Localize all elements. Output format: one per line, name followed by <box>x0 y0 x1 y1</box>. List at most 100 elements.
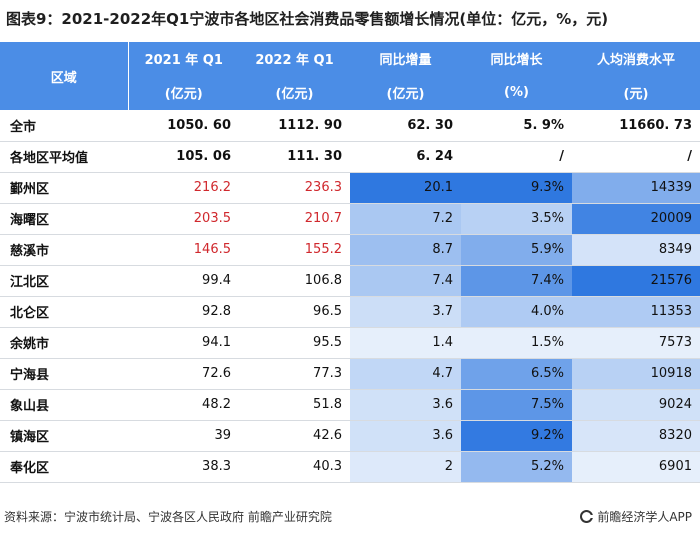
chart-title: 图表9：2021-2022年Q1宁波市各地区社会消费品零售额增长情况(单位：亿元… <box>6 10 609 28</box>
row-name: 宁海县 <box>0 358 128 390</box>
row-name: 象山县 <box>0 389 128 421</box>
table-row: 奉化区 38.3 40.3 2 5.2% 6901 <box>0 451 700 483</box>
cell-2022: 95.5 <box>239 327 350 359</box>
brand-mark: 前瞻经济学人APP <box>580 508 692 525</box>
cell-increment: 20.1 <box>350 172 461 204</box>
row-name: 江北区 <box>0 265 128 297</box>
cell-per-capita: 9024 <box>572 389 700 421</box>
cell-increment: 7.4 <box>350 265 461 297</box>
cell-per-capita: / <box>572 141 700 173</box>
header-2022-label: 2022 年 Q1 <box>239 42 350 75</box>
cell-2021: 39 <box>128 420 239 452</box>
cell-2021: 1050. 60 <box>128 110 239 142</box>
header-2021-unit: (亿元) <box>128 75 239 110</box>
table-body: 全市 1050. 60 1112. 90 62. 30 5. 9% 11660.… <box>0 110 700 483</box>
cell-increment: 3.6 <box>350 420 461 452</box>
cell-2021: 38.3 <box>128 451 239 483</box>
cell-2021: 48.2 <box>128 389 239 421</box>
table-row: 慈溪市 146.5 155.2 8.7 5.9% 8349 <box>0 234 700 266</box>
cell-2022: 106.8 <box>239 265 350 297</box>
cell-2022: 236.3 <box>239 172 350 204</box>
header-region: 区域 <box>0 42 129 110</box>
table-row: 宁海县 72.6 77.3 4.7 6.5% 10918 <box>0 358 700 390</box>
row-name: 全市 <box>0 110 128 142</box>
table-row: 鄞州区 216.2 236.3 20.1 9.3% 14339 <box>0 172 700 204</box>
cell-growth: 9.2% <box>461 420 572 452</box>
header-per-capita-label: 人均消费水平 <box>572 42 700 75</box>
row-name: 慈溪市 <box>0 234 128 266</box>
header-growth-label: 同比增长 <box>461 42 572 75</box>
cell-growth: 5.9% <box>461 234 572 266</box>
cell-2022: 40.3 <box>239 451 350 483</box>
row-name: 余姚市 <box>0 327 128 359</box>
cell-2021: 146.5 <box>128 234 239 266</box>
cell-2022: 155.2 <box>239 234 350 266</box>
row-name: 各地区平均值 <box>0 141 128 173</box>
header-per-capita-unit: (元) <box>572 75 700 110</box>
cell-per-capita: 8349 <box>572 234 700 266</box>
cell-growth: 5. 9% <box>461 110 572 142</box>
cell-increment: 3.6 <box>350 389 461 421</box>
cell-increment: 8.7 <box>350 234 461 266</box>
cell-2021: 72.6 <box>128 358 239 390</box>
cell-increment: 6. 24 <box>350 141 461 173</box>
cell-2022: 111. 30 <box>239 141 350 173</box>
summary-row-average: 各地区平均值 105. 06 111. 30 6. 24 / / <box>0 141 700 173</box>
table-row: 北仑区 92.8 96.5 3.7 4.0% 11353 <box>0 296 700 328</box>
cell-per-capita: 8320 <box>572 420 700 452</box>
cell-2021: 216.2 <box>128 172 239 204</box>
cell-per-capita: 10918 <box>572 358 700 390</box>
cell-increment: 7.2 <box>350 203 461 235</box>
row-name: 奉化区 <box>0 451 128 483</box>
cell-growth: 9.3% <box>461 172 572 204</box>
cell-per-capita: 14339 <box>572 172 700 204</box>
cell-growth: 5.2% <box>461 451 572 483</box>
cell-increment: 4.7 <box>350 358 461 390</box>
header-2022-unit: (亿元) <box>239 75 350 110</box>
brand-label: 前瞻经济学人APP <box>597 510 692 524</box>
cell-per-capita: 6901 <box>572 451 700 483</box>
table-row: 江北区 99.4 106.8 7.4 7.4% 21576 <box>0 265 700 297</box>
cell-growth: 1.5% <box>461 327 572 359</box>
cell-increment: 3.7 <box>350 296 461 328</box>
cell-2022: 42.6 <box>239 420 350 452</box>
cell-growth: 3.5% <box>461 203 572 235</box>
retail-sales-table: 区域 2021 年 Q1 2022 年 Q1 同比增量 同比增长 人均消费水平 … <box>0 42 700 483</box>
cell-2022: 210.7 <box>239 203 350 235</box>
cell-growth: / <box>461 141 572 173</box>
header-increment-label: 同比增量 <box>350 42 461 75</box>
cell-2021: 105. 06 <box>128 141 239 173</box>
table-row: 象山县 48.2 51.8 3.6 7.5% 9024 <box>0 389 700 421</box>
cell-per-capita: 21576 <box>572 265 700 297</box>
row-name: 海曙区 <box>0 203 128 235</box>
cell-increment: 2 <box>350 451 461 483</box>
cell-2022: 1112. 90 <box>239 110 350 142</box>
cell-increment: 62. 30 <box>350 110 461 142</box>
cell-per-capita: 20009 <box>572 203 700 235</box>
cell-2022: 51.8 <box>239 389 350 421</box>
header-2021-label: 2021 年 Q1 <box>128 42 239 75</box>
table-row: 镇海区 39 42.6 3.6 9.2% 8320 <box>0 420 700 452</box>
cell-per-capita: 11353 <box>572 296 700 328</box>
cell-2021: 94.1 <box>128 327 239 359</box>
cell-growth: 4.0% <box>461 296 572 328</box>
cell-growth: 6.5% <box>461 358 572 390</box>
cell-increment: 1.4 <box>350 327 461 359</box>
cell-2022: 77.3 <box>239 358 350 390</box>
header-increment-unit: (亿元) <box>350 75 461 110</box>
row-name: 镇海区 <box>0 420 128 452</box>
cell-growth: 7.5% <box>461 389 572 421</box>
cell-2021: 203.5 <box>128 203 239 235</box>
cell-growth: 7.4% <box>461 265 572 297</box>
source-note: 资料来源：宁波市统计局、宁波各区人民政府 前瞻产业研究院 <box>4 510 332 524</box>
table-row: 海曙区 203.5 210.7 7.2 3.5% 20009 <box>0 203 700 235</box>
header-growth-unit: (%) <box>461 75 572 110</box>
cell-2021: 99.4 <box>128 265 239 297</box>
cell-per-capita: 7573 <box>572 327 700 359</box>
cell-2021: 92.8 <box>128 296 239 328</box>
table-header: 区域 2021 年 Q1 2022 年 Q1 同比增量 同比增长 人均消费水平 … <box>0 42 700 110</box>
row-name: 北仑区 <box>0 296 128 328</box>
cell-per-capita: 11660. 73 <box>572 110 700 142</box>
row-name: 鄞州区 <box>0 172 128 204</box>
footer: 资料来源：宁波市统计局、宁波各区人民政府 前瞻产业研究院 前瞻经济学人APP <box>4 505 696 527</box>
